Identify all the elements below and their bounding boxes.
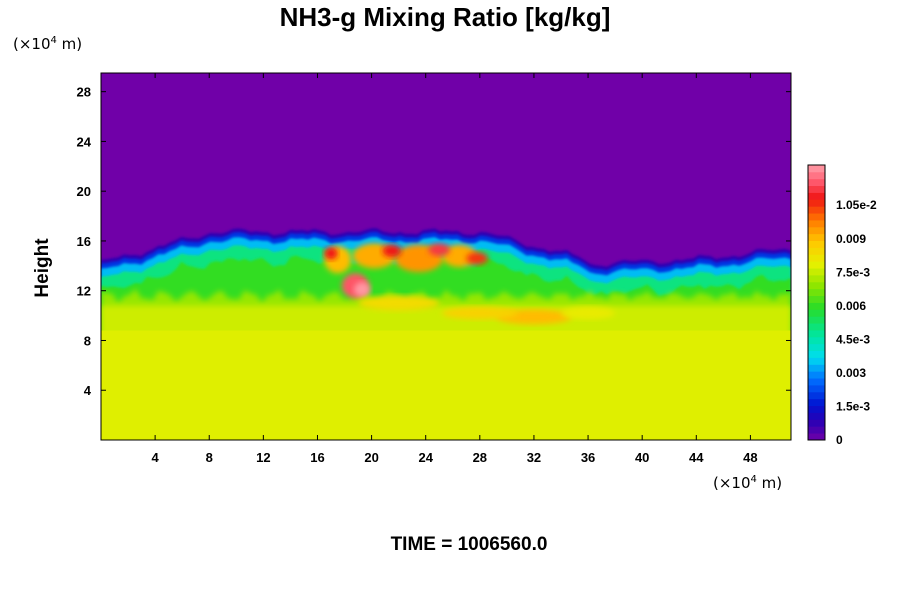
colorbar-segment (808, 323, 825, 331)
y-unit-label: (×104 m) (13, 35, 82, 53)
colorbar-segment (808, 226, 825, 235)
x-tick-label: 12 (256, 450, 270, 465)
field-blob (382, 244, 402, 258)
x-tick-label: 16 (310, 450, 324, 465)
colorbar-segment (808, 371, 825, 379)
field-blob (428, 243, 451, 256)
x-unit-exp: 4 (751, 474, 757, 485)
time-label: TIME = 1006560.0 (391, 534, 548, 555)
colorbar-segment (808, 330, 825, 338)
colorbar-segment (808, 405, 825, 413)
x-axis: 4 8 12 16 20 24 28 32 36 40 44 48 (152, 73, 758, 465)
y-tick-label: 16 (77, 234, 91, 249)
colorbar-segment (808, 336, 825, 345)
field-blob (354, 282, 371, 297)
colorbar-tick-label: 0.003 (836, 366, 866, 380)
colorbar-segment (808, 165, 825, 173)
colorbar-segment (808, 281, 825, 290)
colorbar-segment (808, 275, 825, 283)
colorbar-segment (808, 192, 825, 200)
x-tick-label: 24 (418, 450, 433, 465)
x-tick-label: 8 (206, 450, 213, 465)
x-unit-label: (×104 m) (713, 474, 782, 492)
y-unit-prefix: (×10 (13, 35, 51, 53)
x-tick-label: 40 (635, 450, 649, 465)
colorbar-segment (808, 295, 825, 303)
y-tick-label: 4 (84, 383, 92, 398)
colorbar-segment (808, 254, 825, 262)
x-unit-prefix: (×10 (713, 474, 751, 492)
field-blob (324, 247, 338, 260)
colorbar-tick-label: 1.05e-2 (836, 198, 877, 212)
colorbar-segment (808, 302, 825, 310)
colorbar-segment (808, 419, 825, 427)
field-lower-layer (101, 330, 791, 440)
colorbar-segment (808, 178, 825, 187)
colorbar-segment (808, 288, 825, 297)
x-tick-label: 20 (364, 450, 378, 465)
colorbar-segment (808, 233, 825, 242)
colorbar-tick-label: 0.006 (836, 299, 866, 313)
y-tick-label: 24 (77, 134, 92, 149)
colorbar-segment (808, 378, 825, 386)
colorbar-segment (808, 206, 825, 214)
colorbar-segment (808, 213, 825, 221)
field-blob (561, 306, 616, 320)
colorbar-segment (808, 220, 825, 228)
colorbar-segment (808, 240, 825, 248)
colorbar-segment (808, 412, 825, 420)
field-blob (441, 306, 518, 320)
colorbar-segment (808, 357, 825, 365)
colorbar-segment (808, 391, 825, 400)
x-tick-label: 4 (152, 450, 160, 465)
plot-area (101, 73, 791, 440)
colorbar-segment (808, 398, 825, 407)
colorbar-tick-label: 4.5e-3 (836, 332, 870, 346)
y-tick-label: 12 (77, 284, 91, 299)
colorbar-tick-label: 0 (836, 433, 843, 447)
x-tick-label: 32 (527, 450, 541, 465)
colorbar-segment (808, 343, 825, 352)
y-unit-suffix: m) (57, 35, 82, 53)
y-unit-exp: 4 (51, 35, 57, 46)
colorbar-segment (808, 350, 825, 358)
y-tick-label: 8 (84, 333, 91, 348)
x-unit-suffix: m) (757, 474, 782, 492)
colorbar-segment (808, 185, 825, 193)
colorbar-segment (808, 385, 825, 393)
colorbar-segment (808, 309, 825, 317)
colorbar-tick-label: 0.009 (836, 232, 866, 246)
plot-frame (100, 72, 792, 441)
colorbar-tick-label: 1.5e-3 (836, 399, 870, 413)
colorbar-segment (808, 261, 825, 269)
field-layers (101, 228, 791, 440)
colorbar-segment (808, 433, 825, 441)
colorbar-segment (808, 426, 825, 434)
colorbar-segment (808, 316, 825, 324)
chart-title: NH3-g Mixing Ratio [kg/kg] (280, 2, 611, 32)
x-tick-label: 36 (581, 450, 595, 465)
colorbar-segment (808, 364, 825, 372)
colorbar: 0 1.5e-3 0.003 4.5e-3 0.006 7.5e-3 0.009 1.05e-… (807, 164, 877, 447)
x-tick-label: 48 (743, 450, 757, 465)
y-axis-label: Height (32, 238, 53, 298)
x-tick-label: 28 (473, 450, 487, 465)
colorbar-segment (808, 247, 825, 255)
y-axis: 4 8 12 16 20 24 28 (77, 85, 791, 398)
x-tick-label: 44 (689, 450, 704, 465)
colorbar-segment (808, 268, 825, 276)
y-tick-label: 28 (77, 85, 91, 100)
y-tick-label: 20 (77, 184, 91, 199)
colorbar-tick-label: 7.5e-3 (836, 265, 870, 279)
field-blob (466, 252, 488, 265)
colorbar-frame (807, 164, 826, 441)
colorbar-segment (808, 199, 825, 207)
colorbar-segment (808, 171, 825, 180)
field-blob (358, 295, 440, 311)
